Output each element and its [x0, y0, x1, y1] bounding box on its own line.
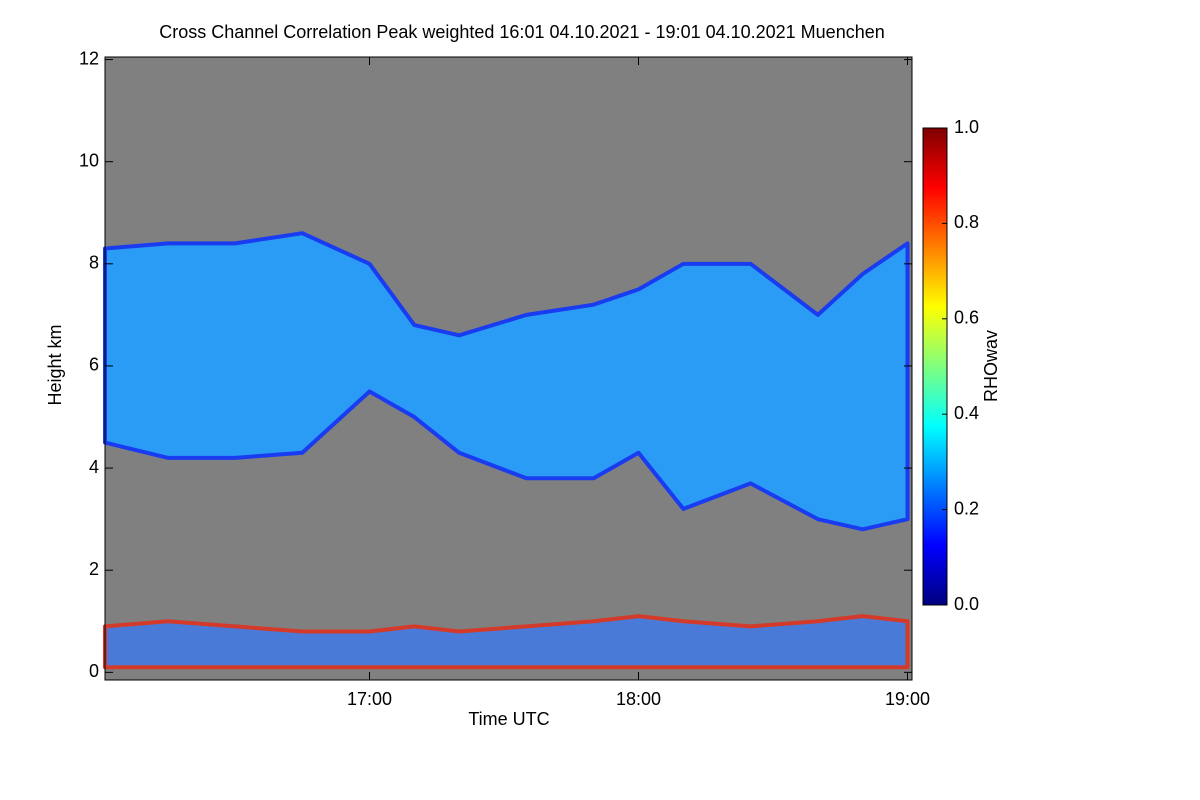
y-tick-label: 10 — [79, 150, 99, 170]
colorbar — [922, 127, 948, 606]
colorbar-tick-label: 0.6 — [954, 308, 979, 328]
chart-title: Cross Channel Correlation Peak weighted … — [159, 22, 885, 42]
x-tick-label: 18:00 — [616, 689, 661, 709]
x-tick-label: 19:00 — [885, 689, 930, 709]
plot-frame — [104, 56, 913, 681]
y-tick-label: 4 — [89, 457, 99, 477]
layer-area — [103, 231, 910, 532]
colorbar-tick-label: 0.4 — [954, 403, 979, 423]
colorbar-tick-label: 0.0 — [954, 594, 979, 614]
y-tick-label: 8 — [89, 253, 99, 273]
colorbar-tick-label: 0.8 — [954, 212, 979, 232]
y-tick-label: 2 — [89, 559, 99, 579]
colorbar-label: RHOwav — [981, 330, 1001, 402]
colorbar-tick-label: 0.2 — [954, 498, 979, 518]
x-axis-label: Time UTC — [468, 709, 549, 729]
y-tick-label: 12 — [79, 48, 99, 68]
y-tick-label: 6 — [89, 355, 99, 375]
y-axis-label: Height km — [45, 324, 65, 405]
layer-area — [103, 614, 910, 670]
x-tick-label: 17:00 — [347, 689, 392, 709]
colorbar-tick-label: 1.0 — [954, 117, 979, 137]
y-tick-label: 0 — [89, 661, 99, 681]
